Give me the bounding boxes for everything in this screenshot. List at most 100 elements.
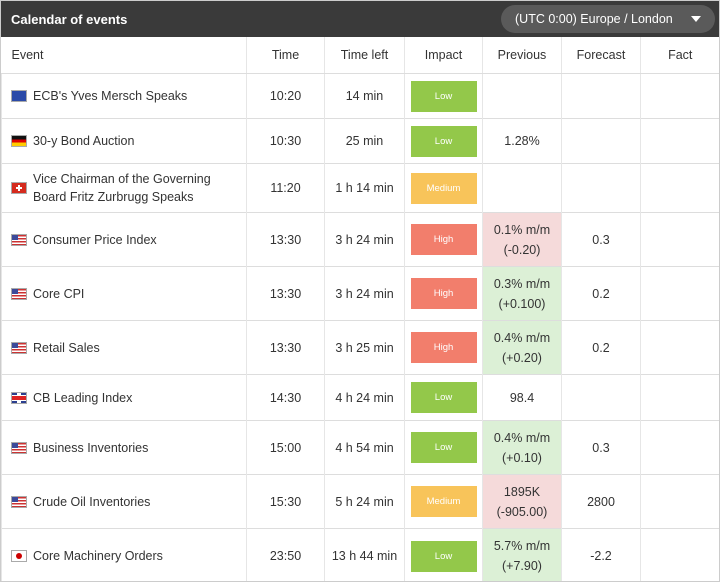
event-wrap: Consumer Price Index [12,231,238,249]
event-time: 11:20 [246,163,325,213]
event-time: 13:30 [246,212,325,267]
event-cell: Retail Sales [1,320,247,375]
title: Calendar of events [11,11,128,27]
impact-cell: Low [404,118,483,164]
column-header: Time left [324,37,405,74]
country-flag [12,183,26,193]
impact-badge: Low [410,432,477,463]
event-row: Retail Sales 13:30 3 h 25 min High 0.4% m/m (… [1,320,719,375]
event-cell: CB Leading Index [1,374,247,421]
previous-cell: 0.1% m/m (-0.20) [482,212,562,267]
impact-cell: Low [404,528,483,581]
previous-value: 0.3% m/m [493,276,551,291]
previous-value: 0.4% m/m [493,430,551,445]
event-cell: ECB's Yves Mersch Speaks [1,73,247,119]
dropdown-caret [691,16,701,22]
fact-cell [640,420,719,475]
forecast-cell [561,73,641,119]
event-row: Business Inventories 15:00 4 h 54 min Low 0.… [1,420,719,475]
country-flag [12,234,26,245]
event-time: 15:00 [246,420,325,475]
fact-cell [640,374,719,421]
country-flag [12,136,26,146]
impact-badge: Medium [410,172,477,204]
fact-cell [640,474,719,529]
fact-cell [640,320,719,375]
previous-value: 5.7% m/m [493,539,551,554]
previous-value: 98.4 [509,390,535,405]
previous-value: (+0.10) [502,450,542,465]
event-cell: Core CPI [1,266,247,321]
time-left: 1 h 14 min [324,163,405,213]
event-name: CB Leading Index [33,390,133,405]
event-cell: Core Machinery Orders [1,528,247,581]
event-row: CB Leading Index 14:30 4 h 24 min Low 98.4 [1,374,719,421]
previous-cell: 0.4% m/m (+0.10) [482,420,562,475]
impact-badge: High [410,224,477,255]
previous-value: (-905.00) [496,504,548,519]
time-left: 3 h 25 min [324,320,405,375]
previous-cell [482,163,562,213]
previous-cell: 1895K (-905.00) [482,474,562,529]
impact-badge: Low [410,540,477,572]
country-flag [12,392,26,403]
fact-cell [640,528,719,581]
impact-cell: Low [404,420,483,475]
events-table: Event Time Time left Impact Previous Forecast… [1,37,719,581]
forecast-cell: 0.3 [561,420,641,475]
previous-cell [482,73,562,119]
event-name: ECB's Yves Mersch Speaks [33,89,188,103]
forecast-cell [561,163,641,213]
event-name: Core Machinery Orders [33,549,163,564]
timezone-dropdown[interactable]: (UTC 0:00) Europe / London [501,5,715,33]
event-time: 14:30 [246,374,325,421]
previous-value: (-0.20) [503,242,541,257]
event-wrap: Core CPI [12,285,238,303]
forecast-cell: 0.3 [561,212,641,267]
event-wrap: ECB's Yves Mersch Speaks [12,87,238,105]
country-flag [12,551,26,562]
time-left: 3 h 24 min [324,266,405,321]
previous-value: (+7.90) [502,559,542,574]
column-header: Event [1,37,247,74]
impact-cell: Low [404,374,483,421]
country-flag [12,91,26,101]
time-left: 5 h 24 min [324,474,405,529]
event-name: 30-y Bond Auction [33,134,135,148]
previous-value: 0.1% m/m [493,222,551,237]
event-time: 10:30 [246,118,325,164]
header-row: Event Time Time left Impact Previous Forecast… [1,37,719,74]
event-cell: Vice Chairman of the Governing Board Fri… [1,163,247,213]
country-flag [12,342,26,353]
event-wrap: 30-y Bond Auction [12,132,238,150]
column-header: Time [246,37,325,74]
country-flag [12,496,26,507]
event-cell: Crude Oil Inventories [1,474,247,529]
forecast-value: 0.2 [592,340,610,355]
column-header: Impact [404,37,483,74]
event-row: Core CPI 13:30 3 h 24 min High 0.3% m/m (+0.1… [1,266,719,321]
time-left: 25 min [324,118,405,164]
previous-value: (+0.100) [498,296,546,311]
column-header: Previous [482,37,562,74]
fact-cell [640,73,719,119]
event-row: Vice Chairman of the Governing Board Fri… [1,163,719,213]
fact-cell [640,266,719,321]
table-body: ECB's Yves Mersch Speaks 10:20 14 min Low 30… [1,73,719,581]
event-name: Vice Chairman of the Governing Board Fri… [33,172,211,204]
forecast-cell: -2.2 [561,528,641,581]
event-name: Retail Sales [33,340,100,355]
column-header: Forecast [561,37,641,74]
time-left: 4 h 54 min [324,420,405,475]
fact-cell [640,212,719,267]
impact-badge: Low [410,80,477,112]
event-wrap: Vice Chairman of the Governing Board Fri… [12,170,238,206]
forecast-value: 2800 [587,494,615,509]
event-wrap: CB Leading Index [12,389,238,407]
event-name: Consumer Price Index [33,232,157,247]
event-time: 23:50 [246,528,325,581]
previous-cell: 0.3% m/m (+0.100) [482,266,562,321]
impact-cell: Low [404,73,483,119]
event-time: 15:30 [246,474,325,529]
